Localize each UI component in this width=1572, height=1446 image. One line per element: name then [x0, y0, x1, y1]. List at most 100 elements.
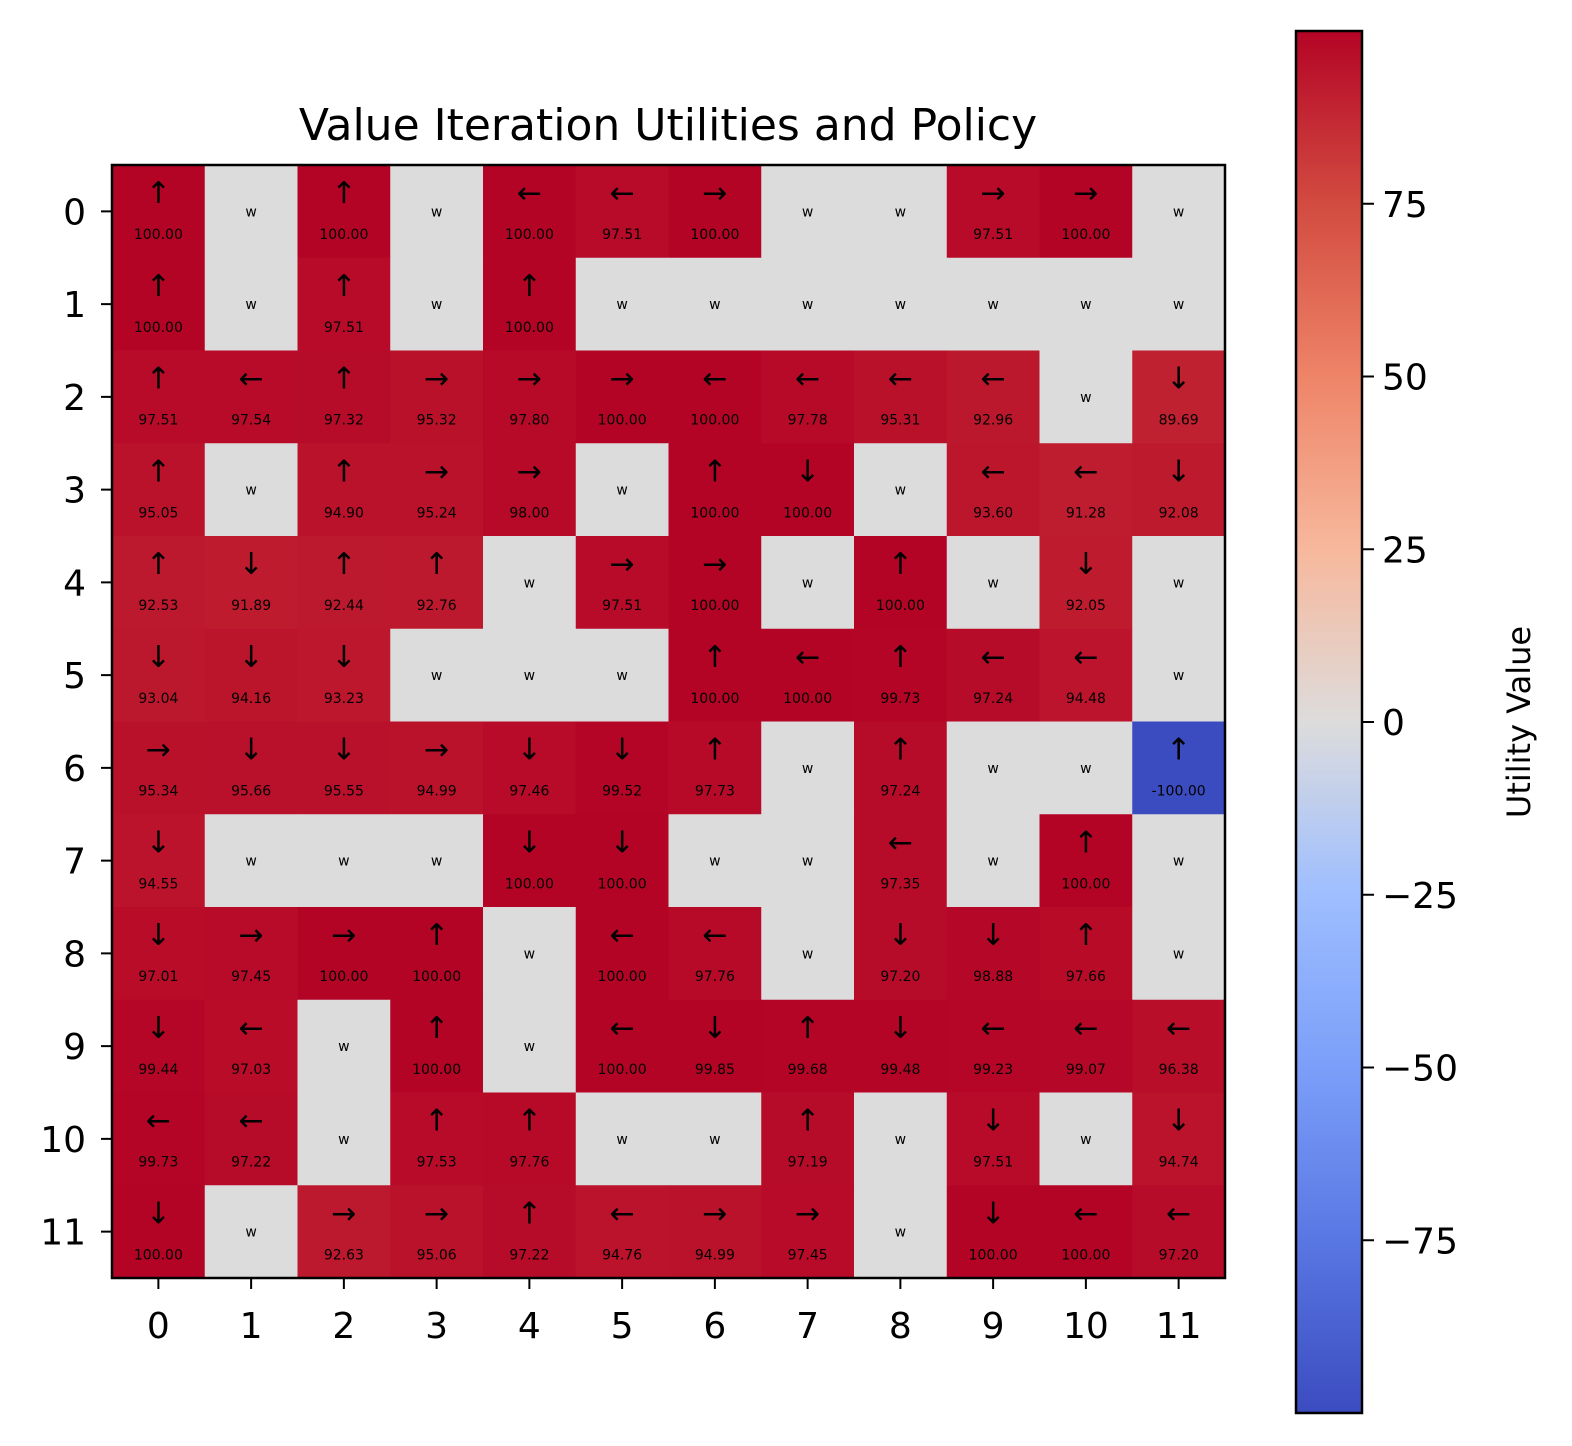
utility-value-label: 92.76: [417, 598, 457, 614]
utility-value-label: 100.00: [134, 1247, 183, 1263]
policy-arrow: →: [702, 1196, 727, 1231]
policy-arrow: ↓: [610, 733, 635, 768]
heatmap-cell: [1132, 721, 1226, 815]
heatmap-cell: [112, 814, 206, 908]
wall-cell: [761, 165, 855, 259]
wall-label: w: [338, 1132, 349, 1148]
chart-title: Value Iteration Utilities and Policy: [299, 100, 1037, 151]
heatmap-cell: [761, 999, 855, 1094]
utility-value-label: 100.00: [319, 969, 368, 985]
heatmap-cell: [946, 907, 1041, 1001]
policy-arrow: ↓: [888, 918, 913, 953]
heatmap-cell: [1039, 628, 1133, 723]
policy-arrow: ↑: [795, 1104, 820, 1139]
heatmap-cell: [390, 350, 484, 444]
heatmap-cell: [112, 165, 206, 259]
heatmap-cell: [1132, 999, 1226, 1094]
utility-value-label: 99.68: [788, 1062, 828, 1078]
heatmap-cell: [575, 721, 670, 815]
utility-value-label: 97.78: [788, 413, 828, 429]
policy-arrow: →: [702, 176, 727, 211]
policy-arrow: ↓: [1166, 1104, 1191, 1139]
plot-frame: [110, 163, 1227, 1280]
heatmap-cell: [204, 536, 299, 630]
wall-label: w: [709, 854, 720, 870]
policy-arrow: ←: [981, 1011, 1006, 1046]
heatmap-cell: [483, 165, 577, 259]
heatmap-cell: [761, 350, 855, 444]
heatmap-cell: [668, 628, 762, 723]
heatmap-cell: [204, 999, 299, 1094]
utility-value-label: 91.28: [1066, 505, 1106, 521]
wall-label: w: [987, 297, 998, 313]
y-axis: 0 1 2 3 4 5 6 7 8 9 10 11: [40, 192, 112, 1254]
utility-value-label: 97.19: [788, 1155, 828, 1171]
x-tick-label: 6: [703, 1306, 726, 1347]
policy-arrow: ←: [981, 640, 1006, 675]
wall-cell: [1132, 907, 1226, 1001]
utility-value-label: 100.00: [690, 227, 739, 243]
utility-value-label: 100.00: [783, 505, 832, 521]
wall-cell: [761, 536, 855, 630]
heatmap-cell: [112, 443, 206, 537]
wall-label: w: [245, 1225, 256, 1241]
heatmap-cell: [483, 257, 577, 352]
heatmap-cell: [1039, 907, 1133, 1001]
policy-arrow: ←: [981, 454, 1006, 489]
wall-label: w: [1080, 761, 1091, 777]
heatmap-cell: [854, 907, 948, 1001]
heatmap-cell: [854, 350, 948, 444]
heatmap-cell: [668, 443, 762, 537]
policy-arrow: ↑: [146, 547, 171, 582]
policy-arrow: →: [424, 454, 449, 489]
utility-value-label: 91.89: [231, 598, 271, 614]
policy-arrow: ↓: [331, 733, 356, 768]
wall-label: w: [895, 204, 906, 220]
heatmap-cell: [575, 350, 670, 444]
wall-cell: [946, 536, 1041, 630]
utility-value-label: 94.90: [324, 505, 364, 521]
wall-cell: [854, 1185, 948, 1279]
utility-value-label: 97.24: [880, 784, 920, 800]
utility-value-label: 95.66: [231, 784, 271, 800]
policy-arrow: ↓: [331, 640, 356, 675]
wall-cell: [483, 999, 577, 1094]
policy-arrow: ←: [795, 640, 820, 675]
wall-cell: [390, 814, 484, 908]
policy-arrow: ←: [239, 1104, 264, 1139]
heatmap-cell: [854, 999, 948, 1094]
heatmap-cell: [204, 721, 299, 815]
utility-value-label: 97.51: [973, 1155, 1013, 1171]
policy-arrow: ↑: [424, 547, 449, 582]
heatmap-cell: [297, 350, 391, 444]
utility-value-label: 99.44: [138, 1062, 178, 1078]
heatmap-cell: [483, 814, 577, 908]
policy-arrow: ↓: [517, 733, 542, 768]
utility-value-label: 94.99: [695, 1247, 735, 1263]
wall-cell: [483, 907, 577, 1001]
y-tick-label: 5: [63, 656, 86, 697]
utility-value-label: 100.00: [134, 320, 183, 336]
heatmap-cell: [112, 1185, 206, 1279]
wall-label: w: [616, 297, 627, 313]
heatmap-cell: [297, 1185, 391, 1279]
wall-cell: [1039, 1092, 1133, 1186]
heatmap-cell: [297, 536, 391, 630]
policy-arrow: →: [146, 733, 171, 768]
wall-label: w: [245, 297, 256, 313]
utility-value-label: 93.23: [324, 691, 364, 707]
heatmap-cell: [668, 907, 762, 1001]
utility-value-label: 97.51: [973, 227, 1013, 243]
policy-arrow: ↑: [331, 547, 356, 582]
heatmap-cell: [112, 999, 206, 1094]
wall-label: w: [802, 946, 813, 962]
heatmap-cell: [112, 536, 206, 630]
wall-cell: [297, 814, 391, 908]
x-tick-label: 2: [332, 1306, 355, 1347]
utility-value-label: 98.88: [973, 969, 1013, 985]
x-tick-label: 1: [240, 1306, 263, 1347]
wall-cell: [854, 443, 948, 537]
y-tick-label: 0: [63, 192, 86, 233]
heatmap-cell: [390, 443, 484, 537]
heatmap-cell: [112, 257, 206, 352]
